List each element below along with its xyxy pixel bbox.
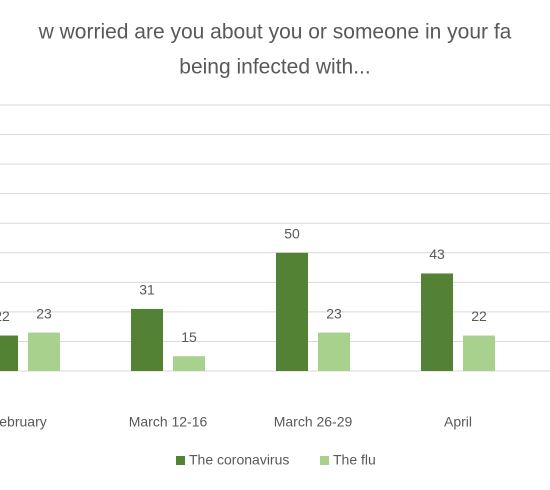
bar bbox=[421, 273, 453, 371]
value-label: 22 bbox=[471, 308, 487, 324]
bar bbox=[173, 356, 205, 371]
value-label: 23 bbox=[36, 305, 52, 321]
value-label: 15 bbox=[181, 329, 197, 345]
legend-label: The coronavirus bbox=[189, 452, 289, 468]
bar bbox=[463, 335, 495, 371]
legend-label: The flu bbox=[333, 452, 376, 468]
bar bbox=[276, 252, 308, 371]
value-label: 31 bbox=[139, 282, 155, 298]
value-label: 50 bbox=[284, 225, 300, 241]
chart-title: being infected with... bbox=[179, 56, 370, 79]
legend-swatch bbox=[320, 456, 329, 465]
value-label: 23 bbox=[326, 305, 342, 321]
value-label: 22 bbox=[0, 308, 10, 324]
x-tick-label: March 12-16 bbox=[129, 414, 208, 430]
bar bbox=[318, 332, 350, 371]
x-tick-label: April bbox=[444, 414, 472, 430]
value-label: 43 bbox=[429, 246, 445, 262]
chart-title: w worried are you about you or someone i… bbox=[38, 21, 512, 44]
x-tick-label: ebruary bbox=[0, 414, 47, 430]
bar bbox=[131, 308, 163, 371]
x-tick-label: March 26-29 bbox=[274, 414, 353, 430]
legend-swatch bbox=[176, 456, 185, 465]
bar bbox=[0, 335, 18, 371]
bar bbox=[28, 332, 60, 371]
